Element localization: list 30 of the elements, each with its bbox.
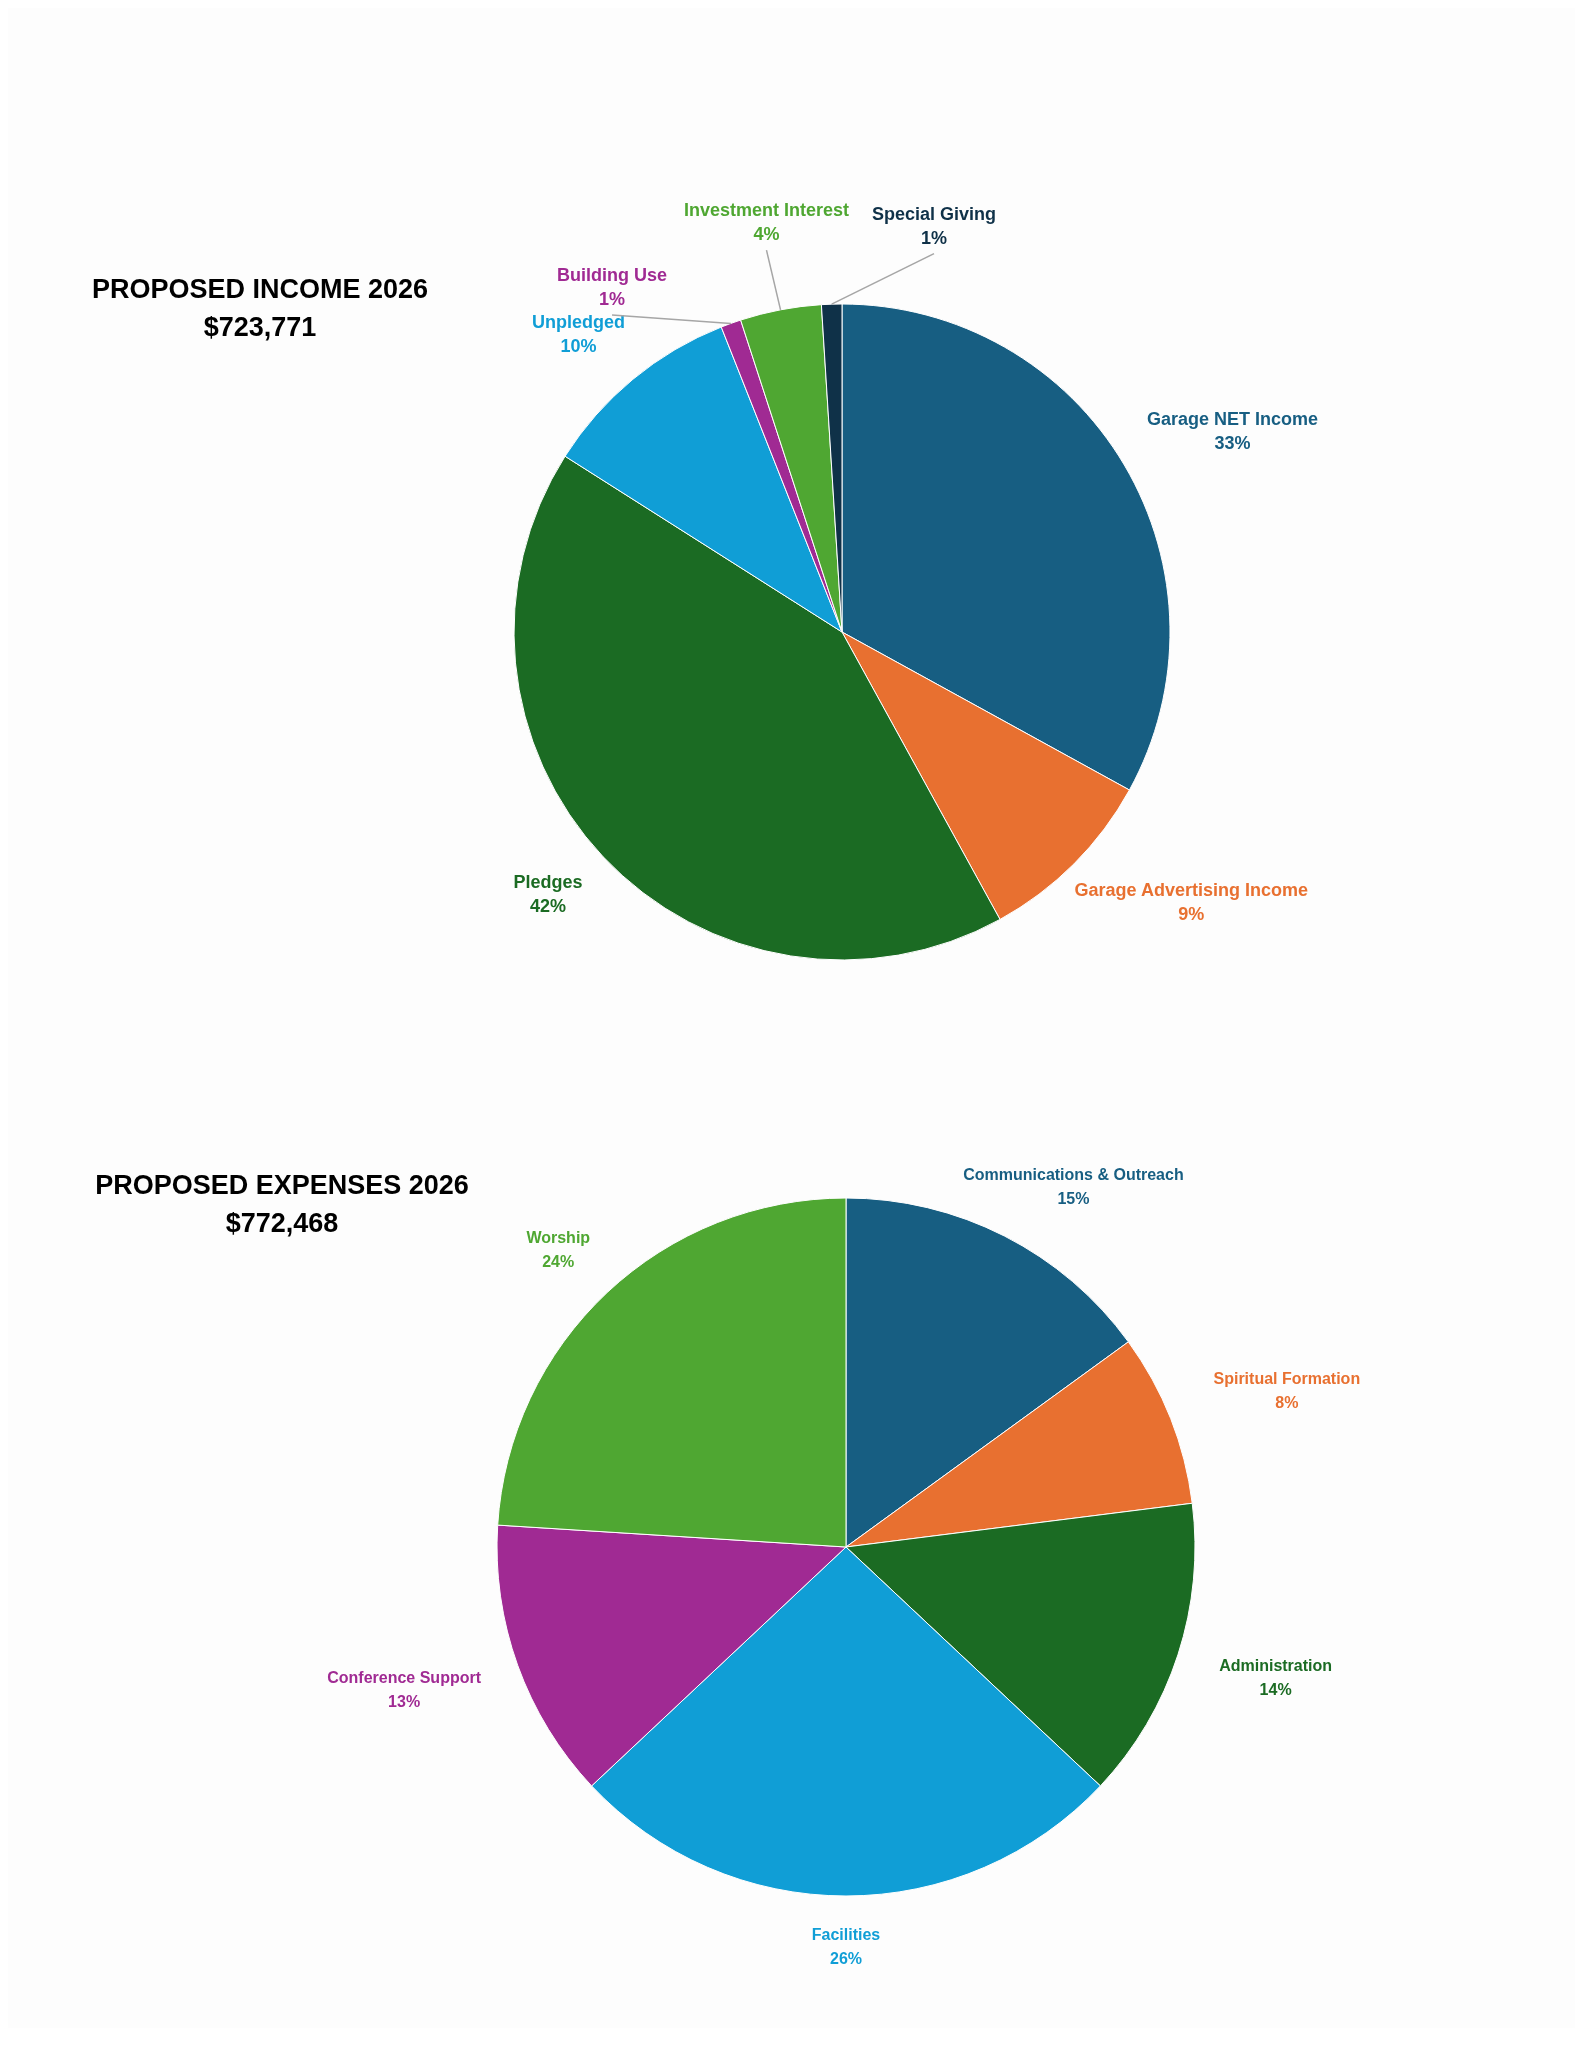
data-label: 4% [753,224,780,245]
slice-label: Garage Advertising Income [1074,880,1309,901]
slice-label: Special Giving [872,203,997,224]
data-label: 26% [829,1950,863,1967]
slice-label: Spiritual Formation [1213,1369,1361,1387]
chart-title: PROPOSED EXPENSES 2026 [94,1169,470,1202]
data-label: 8% [1275,1393,1299,1411]
slice-label: Worship [526,1229,591,1247]
data-label: 10% [560,336,597,357]
data-label: 42% [530,895,567,916]
data-label: 13% [388,1692,421,1710]
slice-label: Unpledged [532,312,626,333]
slice-label: Investment Interest [683,200,850,221]
slice-label: Communications & Outreach [963,1166,1184,1184]
text: $772,468 [224,1207,340,1240]
data-label: 33% [1214,432,1251,453]
slice-label: Administration [1219,1657,1333,1675]
data-label: 9% [1178,904,1205,925]
slice-label: Facilities [811,1926,881,1943]
data-label: 1% [598,289,626,310]
slice-label: Building Use [556,265,668,286]
text: $723,771 [202,311,318,344]
data-label: 1% [921,227,948,248]
slice-label: Conference Support [327,1668,482,1686]
data-label: 14% [1259,1681,1292,1699]
slice-label: Garage NET Income [1146,408,1319,429]
data-label: 15% [1057,1190,1090,1208]
slice-label: Pledges [513,871,583,892]
data-label: 24% [542,1253,575,1271]
text: PROPOSED INCOME 2026 [90,273,430,306]
